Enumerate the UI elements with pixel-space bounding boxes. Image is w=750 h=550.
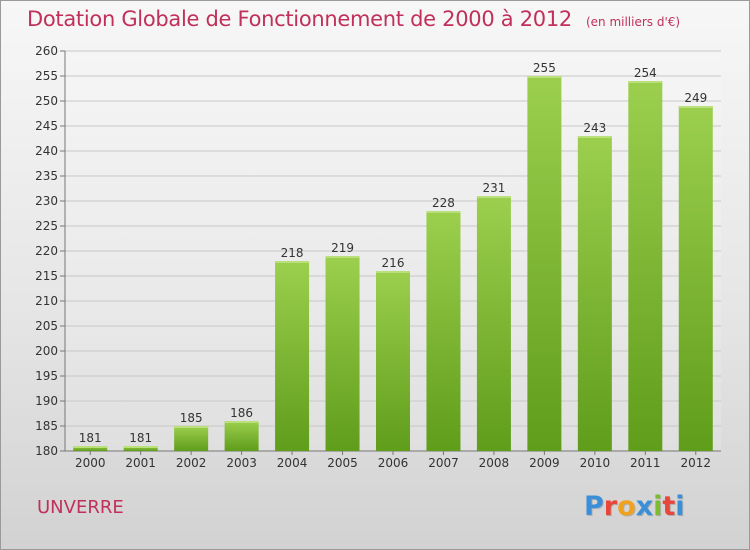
bar (123, 446, 158, 451)
x-tick-label: 2005 (327, 456, 358, 470)
x-tick-label: 2000 (75, 456, 106, 470)
data-label: 216 (382, 256, 405, 270)
logo-letter: P (584, 491, 604, 522)
data-label: 185 (180, 411, 203, 425)
data-label: 249 (684, 91, 707, 105)
y-tick-label: 215 (35, 269, 58, 283)
data-label: 181 (129, 431, 152, 445)
x-tick-label: 2007 (428, 456, 459, 470)
title-main: Dotation Globale de Fonctionnement de 20… (27, 7, 572, 31)
y-tick-label: 195 (35, 369, 58, 383)
bar (678, 106, 713, 451)
bar (426, 211, 461, 451)
bar (476, 196, 511, 451)
bar-highlight (577, 136, 612, 138)
x-tick-label: 2003 (226, 456, 257, 470)
bar-highlight (73, 446, 108, 448)
bar (628, 81, 663, 451)
x-tick-label: 2006 (378, 456, 409, 470)
title-unit: (en milliers d'€) (585, 15, 681, 29)
y-tick-label: 230 (35, 194, 58, 208)
x-tick-label: 2009 (529, 456, 560, 470)
logo-letter: i (653, 491, 663, 522)
bar-highlight (174, 426, 209, 428)
logo-letter: t (662, 491, 676, 522)
x-tick-label: 2012 (680, 456, 711, 470)
bar-highlight (325, 256, 360, 258)
y-tick-label: 235 (35, 169, 58, 183)
x-tick-label: 2001 (125, 456, 156, 470)
logo-letter: o (617, 491, 636, 522)
x-tick-label: 2004 (277, 456, 308, 470)
y-tick-label: 190 (35, 394, 58, 408)
data-label: 219 (331, 241, 354, 255)
data-label: 186 (230, 406, 253, 420)
bar-highlight (476, 196, 511, 198)
bar-highlight (275, 261, 310, 263)
bar-highlight (376, 271, 410, 273)
bar (376, 271, 410, 451)
y-tick-label: 185 (35, 419, 58, 433)
y-tick-label: 245 (35, 119, 58, 133)
bar-highlight (224, 421, 259, 423)
x-tick-label: 2011 (630, 456, 661, 470)
y-tick-label: 180 (35, 444, 58, 458)
bar (174, 426, 209, 451)
data-label: 181 (79, 431, 102, 445)
y-tick-label: 205 (35, 319, 58, 333)
bar-highlight (628, 81, 663, 83)
logo-letter: x (635, 491, 654, 522)
commune-name: UNVERRE (37, 497, 124, 518)
logo-letter: i (675, 491, 685, 522)
y-tick-label: 220 (35, 244, 58, 258)
data-label: 231 (482, 181, 505, 195)
bar (577, 136, 612, 451)
bar (325, 256, 360, 451)
chart-title: Dotation Globale de Fonctionnement de 20… (27, 7, 680, 31)
data-label: 255 (533, 61, 556, 75)
bar-highlight (123, 446, 158, 448)
data-label: 228 (432, 196, 455, 210)
y-tick-label: 250 (35, 94, 58, 108)
data-label: 254 (634, 66, 657, 80)
bar (527, 76, 562, 451)
logo-letter: r (603, 491, 618, 522)
y-tick-label: 200 (35, 344, 58, 358)
proxiti-logo: Proxiti (584, 491, 685, 522)
y-tick-label: 260 (35, 44, 58, 58)
x-tick-label: 2008 (479, 456, 510, 470)
y-tick-label: 225 (35, 219, 58, 233)
bar-highlight (527, 76, 562, 78)
x-tick-label: 2010 (580, 456, 611, 470)
bar (73, 446, 108, 451)
y-tick-label: 210 (35, 294, 58, 308)
bar (275, 261, 310, 451)
y-tick-label: 240 (35, 144, 58, 158)
bar (224, 421, 259, 451)
bar-highlight (426, 211, 461, 213)
bar-highlight (678, 106, 713, 108)
x-tick-label: 2002 (176, 456, 207, 470)
y-tick-label: 255 (35, 69, 58, 83)
data-label: 243 (583, 121, 606, 135)
data-label: 218 (281, 246, 304, 260)
